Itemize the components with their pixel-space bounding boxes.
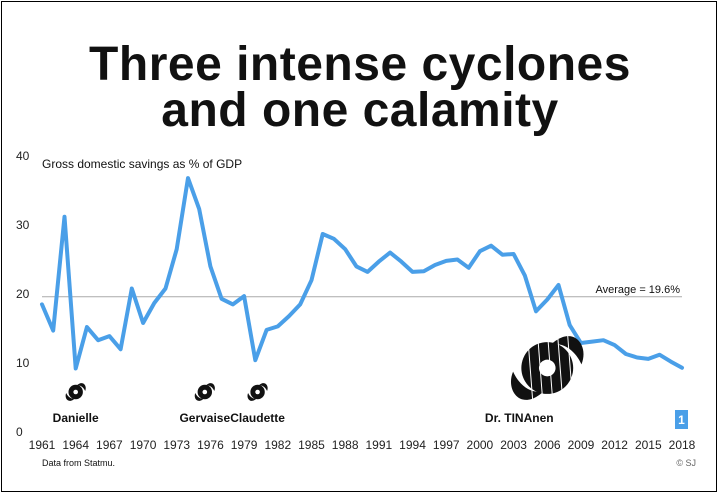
cyclone-hatch xyxy=(566,329,574,409)
title-line-2: and one calamity xyxy=(161,84,559,137)
cyclone-eye xyxy=(73,389,78,395)
x-tick-label: 1988 xyxy=(332,438,359,452)
cyclone-eye xyxy=(538,359,556,377)
cyclone-eye xyxy=(255,389,260,395)
badge-label: 1 xyxy=(678,413,685,427)
cyclone-label: Claudette xyxy=(230,411,285,425)
x-tick-label: 2006 xyxy=(534,438,561,452)
y-axis: 0 10 20 30 40 xyxy=(16,149,30,439)
series-group xyxy=(40,176,684,371)
cyclone-eye xyxy=(202,389,208,395)
x-tick-label: 1979 xyxy=(231,438,258,452)
average-line-group: Average = 19.6% xyxy=(42,284,682,298)
credit-note: © SJ xyxy=(676,458,696,468)
cyclone-arm xyxy=(194,393,206,401)
x-tick-label: 1976 xyxy=(197,438,224,452)
cyclone-arm xyxy=(247,393,259,401)
x-tick-label: 1973 xyxy=(163,438,190,452)
cyclone-icon xyxy=(194,383,215,401)
x-tick-label: 1970 xyxy=(130,438,157,452)
x-tick-label: 2003 xyxy=(500,438,527,452)
x-tick-label: 1991 xyxy=(365,438,392,452)
cyclone-arm xyxy=(65,393,77,401)
cyclone-hatch xyxy=(546,329,554,409)
x-axis: 1961 1964 1967 1970 1973 1976 1979 1982 1985 1988… xyxy=(29,438,696,452)
cyclone-icon xyxy=(65,383,86,401)
cyclone-label: Dr. TINAnen xyxy=(485,411,554,425)
x-tick-label: 1964 xyxy=(62,438,89,452)
cyclone-icon xyxy=(510,336,584,400)
x-tick-label: 1997 xyxy=(433,438,460,452)
x-tick-label: 1967 xyxy=(96,438,123,452)
x-tick-label: 1985 xyxy=(298,438,325,452)
cyclone-icon xyxy=(247,383,268,401)
source-note: Data from Statmu. xyxy=(42,458,116,468)
cyclone-annotations: Danielle Gervaise Claudette Dr. TINAnen xyxy=(53,329,584,425)
page-title: Three intense cyclones and one calamity xyxy=(0,38,720,137)
average-label: Average = 19.6% xyxy=(596,284,681,296)
x-tick-label: 1994 xyxy=(399,438,426,452)
cyclone-hatch xyxy=(536,329,544,409)
cyclone-hatch xyxy=(556,329,564,409)
chart-subtitle: Gross domestic savings as % of GDP xyxy=(42,157,242,171)
x-tick-label: 1982 xyxy=(264,438,291,452)
cyclone-arm xyxy=(203,383,215,391)
series-line xyxy=(40,176,684,371)
title-line-1: Three intense cyclones xyxy=(89,38,631,91)
cyclone-label: Gervaise xyxy=(179,411,230,425)
y-tick-label: 40 xyxy=(16,149,30,163)
x-tick-label: 2015 xyxy=(635,438,662,452)
cyclone-hatch xyxy=(526,329,534,409)
x-tick-label: 2018 xyxy=(669,438,696,452)
badge-box xyxy=(675,410,688,429)
cyclone-arm xyxy=(510,371,551,400)
cyclone-label: Danielle xyxy=(53,411,99,425)
y-tick-label: 20 xyxy=(16,287,30,301)
cyclone-arm xyxy=(74,383,86,391)
x-tick-label: 2000 xyxy=(467,438,494,452)
x-tick-label: 2012 xyxy=(601,438,628,452)
x-tick-label: 2009 xyxy=(568,438,595,452)
x-tick-label: 1961 xyxy=(29,438,56,452)
cyclone-arm xyxy=(256,383,268,391)
y-tick-label: 30 xyxy=(16,218,30,232)
badge-group: 1 xyxy=(675,410,688,429)
cyclone-arm xyxy=(543,336,584,365)
y-tick-label: 10 xyxy=(16,356,30,370)
y-tick-label: 0 xyxy=(16,425,23,439)
